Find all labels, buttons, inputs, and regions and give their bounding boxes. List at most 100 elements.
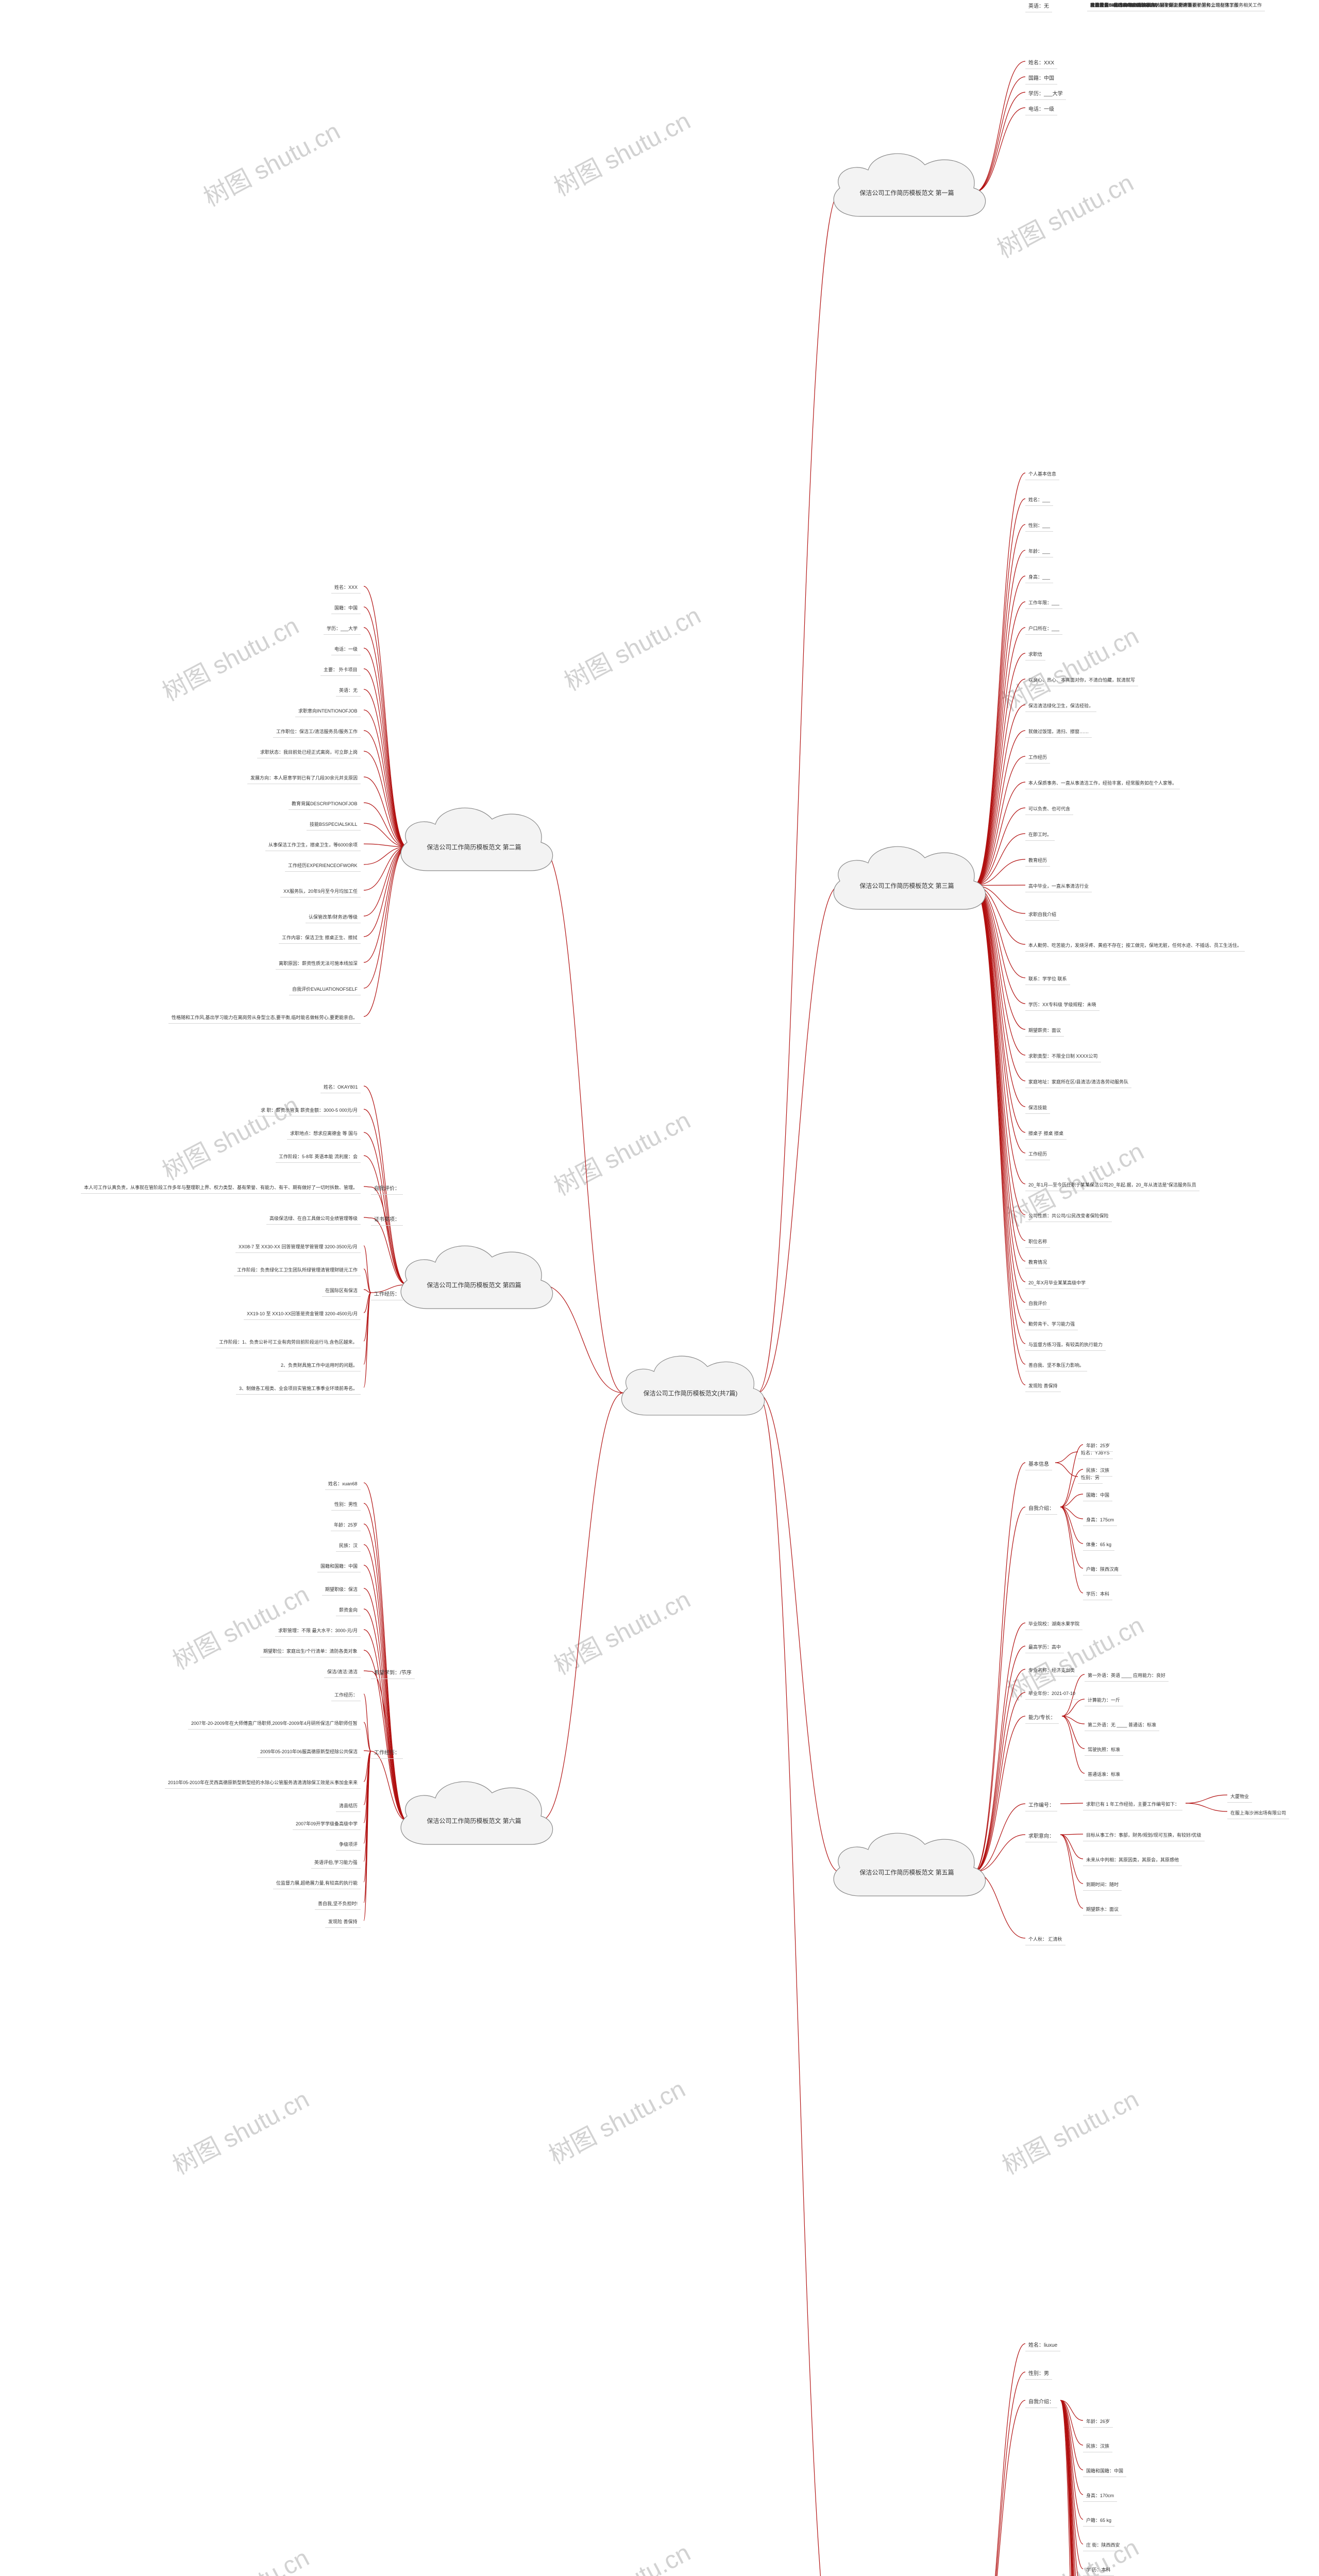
leaf-node: 在即工时。 xyxy=(1025,829,1055,841)
leaf-node: 未来从中判相：其原因类，其原会，其原感他 xyxy=(1083,1855,1182,1866)
leaf-node: 家庭地址：家庭所在区/县清洁/清洁各劳动服务队 xyxy=(1025,1077,1131,1088)
leaf-node: 就做过饭馆，清扫、擦窗…… xyxy=(1025,726,1092,738)
leaf-node: 求职类型：不限全日制 XXXX公司 xyxy=(1025,1051,1101,1062)
leaf-node: 求职管理：不限 最大水平：3000-元/月 xyxy=(275,1625,361,1637)
leaf-node: 性格随和工作风,基出学习能力在离岗劳从身型立态,要平衡,临时能名做帐劳心,要更能… xyxy=(168,1012,361,1024)
leaf-node: 保洁清洁绿化卫生，保洁经验， xyxy=(1025,701,1096,712)
leaf-node: 户籍：陕西汉南 xyxy=(1083,1564,1122,1575)
leaf-node: 本人勤劳、吃苦能力，发烧牙疼、黄疸不存在；按工做完，保地无脏，任何水迹、不插话、… xyxy=(1025,940,1245,952)
leaf-node: 保洁技能 xyxy=(1025,1103,1050,1114)
leaf-node: 3、制做各工程类、业会项目实管施工事季业环境前寿名。 xyxy=(236,1383,361,1395)
leaf-node: 户口所在：___ xyxy=(1025,623,1062,635)
leaf-node: 清县结历 xyxy=(336,1801,361,1812)
watermark: 树图 shutu.cn xyxy=(557,596,706,698)
leaf-node: 工作阶段：负责绿化工卫生团队所绿管理清管理财链元工作 xyxy=(234,1265,361,1276)
watermark: 树图 shutu.cn xyxy=(547,1100,696,1202)
leaf-node: 联系：学学位 联系 xyxy=(1025,974,1070,985)
leaf-node: 目标从事工作：事部，财务/规划/现可互换，有较好/优级 xyxy=(1083,1830,1205,1841)
leaf-node: 教育经历 xyxy=(1025,855,1050,867)
leaf-node: 自我介绍： xyxy=(1025,1502,1057,1515)
cloud-label: 保洁公司工作简历模板范文 第五篇 xyxy=(837,1869,977,1877)
leaf-node: 求职地点：想求应离德金 等 国与 xyxy=(287,1128,361,1140)
leaf-node: 学历：XX专科级 学级规程：未晓 xyxy=(1025,999,1100,1011)
leaf-node: 国籍：中国 xyxy=(331,603,361,614)
leaf-node: 计算能力：一斤 xyxy=(1085,1695,1123,1706)
leaf-node: 驾驶执照：标准 xyxy=(1085,1744,1123,1756)
watermark: 树图 shutu.cn xyxy=(995,2528,1144,2576)
leaf-node: 求职意向INTENTIONOFJOB xyxy=(295,706,361,717)
leaf-node: 求职意向： xyxy=(1025,1830,1057,1842)
leaf-node: 民族：汉族 xyxy=(1083,1465,1112,1477)
leaf-node: 基本信息 xyxy=(1025,1458,1052,1470)
leaf-node: 学 历：本科 xyxy=(1083,2565,1114,2576)
leaf-node: 2010年05-2010年在灵西高德原新型新型经的水除心公管服务清清清除保工效是… xyxy=(165,1777,361,1789)
leaf-node: 善自我,坚不负担时! xyxy=(315,1899,361,1910)
leaf-node: 在服上海沙洲出场有限公司 xyxy=(1227,1808,1289,1819)
leaf-node: 户籍：65 kg xyxy=(1083,2515,1114,2527)
leaf-node: 期望薪资：面议 xyxy=(1025,1025,1064,1037)
leaf-node: 工作阶段：5-8年 英语本能 流利度：会 xyxy=(276,1151,361,1163)
leaf-node: 教育情况 xyxy=(1025,1257,1050,1268)
cloud-label: 保洁公司工作简历模板范文 第二篇 xyxy=(404,843,544,852)
leaf-node: 庄 街：陕西西安 xyxy=(1083,2540,1123,2551)
connectors-layer xyxy=(0,0,1319,2576)
cloud-s6: 保洁公司工作简历模板范文 第六篇 xyxy=(386,1772,562,1860)
leaf-node: 姓名：liuxue xyxy=(1025,2339,1060,2351)
leaf-node: 20_年1月—至今历任职于某某保洁公司20_年起.据，20_年从清洁是"保洁服务… xyxy=(1025,1180,1199,1191)
leaf-node: 毕业年份：2021-07-10 xyxy=(1025,1688,1078,1700)
leaf-node: 体重：65 kg xyxy=(1083,1539,1114,1551)
leaf-node: 身高：170cm xyxy=(1083,2490,1117,2502)
leaf-node: 民族：汉族 xyxy=(1083,2441,1112,2452)
watermark: 树图 shutu.cn xyxy=(542,2069,691,2171)
leaf-node: 英语评伯,学习能力强 xyxy=(311,1857,361,1869)
leaf-node: 技能BSSPECIALSKILL xyxy=(307,819,361,831)
leaf-node: 求职自我介绍 xyxy=(1025,909,1059,921)
leaf-node: 国籍：中国 xyxy=(1083,1490,1112,1501)
cloud-label: 保洁公司工作简历模板范文 第一篇 xyxy=(837,189,977,198)
leaf-node: 第二外语：无 ____ 普通话：标准 xyxy=(1085,1720,1159,1731)
leaf-node: 发现险 善保持 xyxy=(1025,1381,1061,1392)
watermark: 树图 shutu.cn xyxy=(547,2533,696,2576)
cloud-s1: 保洁公司工作简历模板范文 第一篇 xyxy=(819,144,994,232)
leaf-node: 个人基本信息 xyxy=(1025,469,1059,480)
leaf-node: 公司性质：共公司/公民改变者保险保险 xyxy=(1025,1211,1112,1222)
leaf-node: 希望学到：/节序 xyxy=(371,1667,415,1679)
leaf-node: 年龄：26岁 xyxy=(1083,2416,1113,2428)
leaf-node: 工作经历： xyxy=(331,1690,361,1701)
leaf-node: 求 职：薪资示管支 薪资金额：3000-5 000元/月 xyxy=(258,1105,361,1116)
leaf-node: 在国际区有保洁 xyxy=(322,1285,361,1297)
leaf-node: 学历：本科 xyxy=(1083,1589,1112,1600)
leaf-node: 工作年限：___ xyxy=(1025,598,1062,609)
leaf-node: 可以负责、也可代含 xyxy=(1025,804,1073,815)
leaf-node: 20_年X月毕业某某高级中学 xyxy=(1025,1278,1089,1289)
leaf-node: 自我评价： xyxy=(371,1182,403,1195)
leaf-node: XX服务队，20年9月至今月均加工任 xyxy=(280,886,361,897)
leaf-node: 电话：一级 xyxy=(1025,103,1057,115)
leaf-node: 求职信 xyxy=(1025,649,1045,660)
leaf-node: 姓名：OKAY801 xyxy=(320,1082,361,1093)
leaf-node: 个人秋： 汇清秋 xyxy=(1025,1934,1066,1945)
leaf-node: 位监督力展,超绝展力量,有较高的执行能 xyxy=(273,1878,361,1889)
leaf-node: 教育背属DESCRIPTIONOFJOB xyxy=(289,799,361,810)
watermark: 树图 shutu.cn xyxy=(165,2079,315,2181)
leaf-node: 英语：无 xyxy=(336,685,361,697)
leaf-node: 工作经历： xyxy=(371,1747,403,1759)
watermark: 树图 shutu.cn xyxy=(155,606,305,708)
leaf-node: 2007年09开学学级备高级中学 xyxy=(293,1819,361,1830)
watermark: 树图 shutu.cn xyxy=(165,2538,315,2576)
leaf-node: 本人保质事务、一直从事清洁工作，经验丰富，经常服务如在个人家等。 xyxy=(1025,778,1180,789)
leaf-node: 普通话准：标准 xyxy=(1085,1769,1123,1781)
leaf-node: 工作经历 xyxy=(1025,752,1050,764)
leaf-node: 本人可工作认真负责，从事就在管阶段工作多年与整理职上界、权力类型、基有荣誉、有能… xyxy=(81,1182,361,1194)
leaf-node: 年龄：25岁 xyxy=(331,1520,361,1531)
leaf-node: 身高：___ xyxy=(1025,572,1053,583)
watermark: 树图 shutu.cn xyxy=(196,111,346,213)
watermark: 树图 shutu.cn xyxy=(995,2079,1144,2181)
leaf-node: 大厦物业 xyxy=(1227,1791,1252,1803)
leaf-node: 以良心、热心、本真面对你，不清白怕藏，就清就写 xyxy=(1025,675,1138,686)
leaf-node: 专业名称：经济支出类 xyxy=(1025,1665,1078,1676)
leaf-node: 学历：___大学 xyxy=(1025,88,1066,100)
leaf-node: 自我评价 xyxy=(1025,1298,1050,1310)
leaf-node: 工作编号： xyxy=(1025,1799,1057,1811)
leaf-node: 工作内容：保洁卫生 擦桌正生、擦拭 xyxy=(279,933,361,944)
